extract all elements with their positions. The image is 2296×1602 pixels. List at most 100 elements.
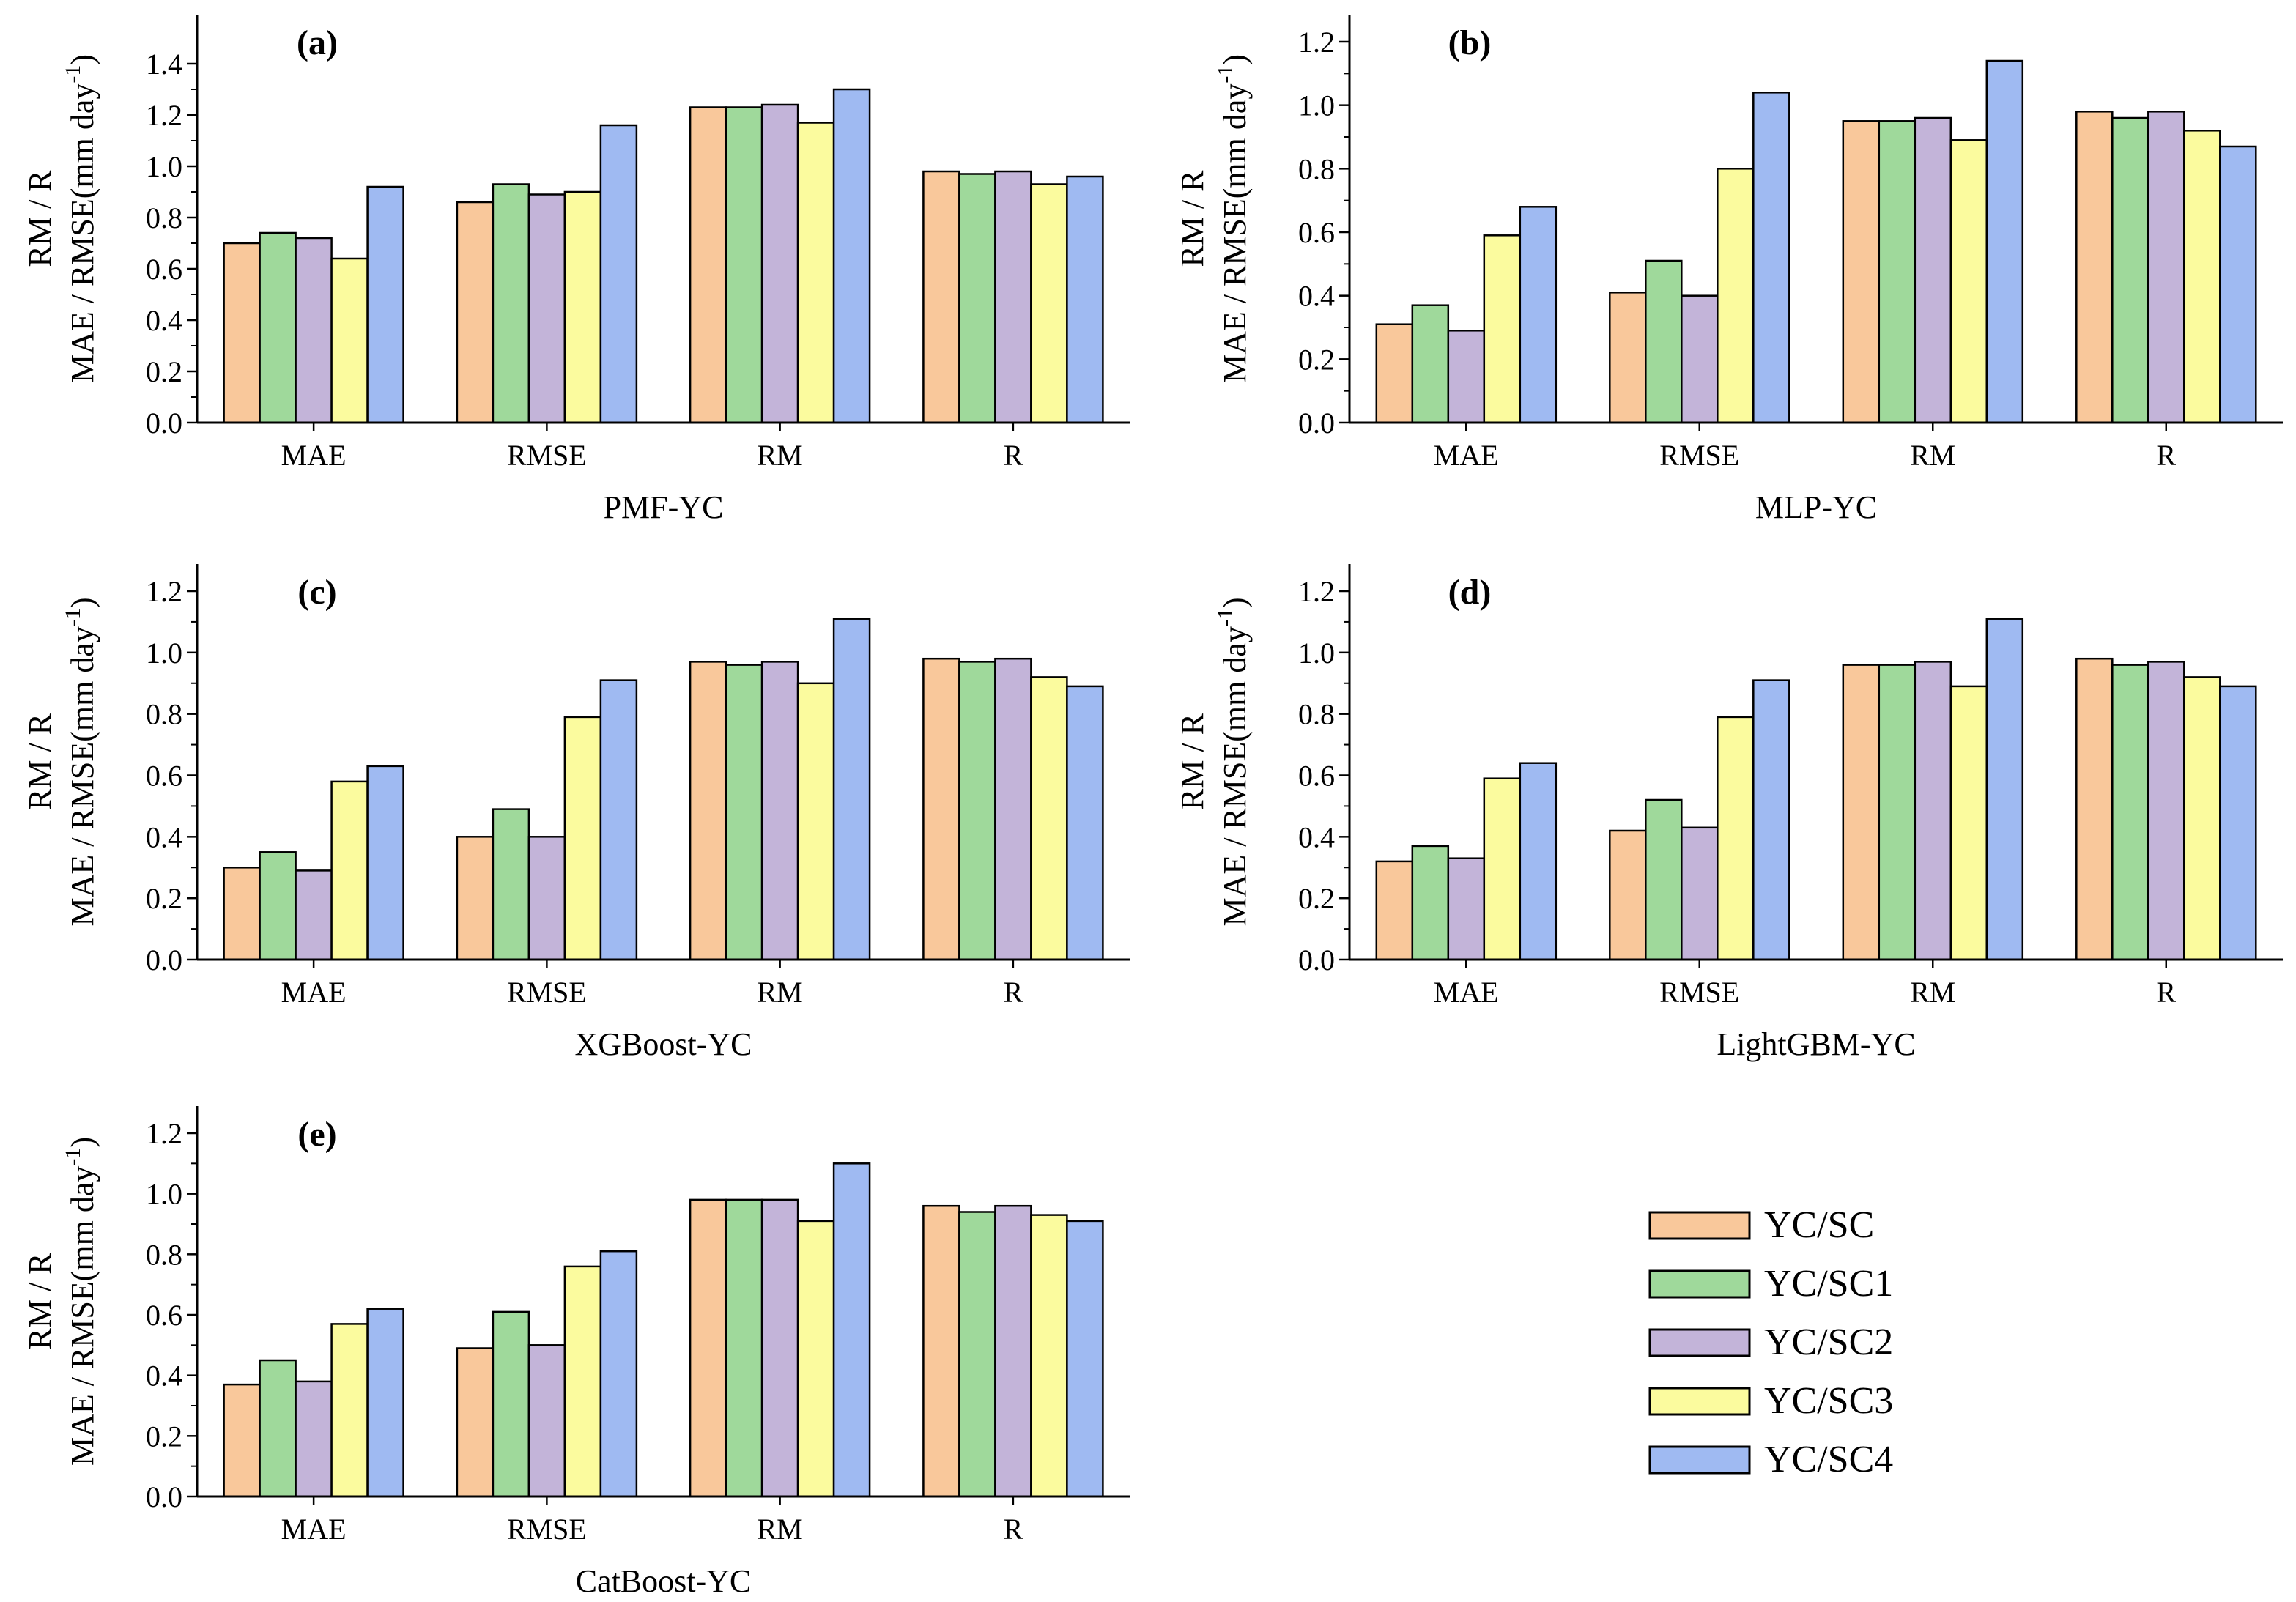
- panel-label: (d): [1448, 573, 1492, 612]
- bar: [527, 1344, 566, 1498]
- bar: [796, 122, 835, 424]
- bar: [492, 808, 530, 961]
- x-tick-label: RMSE: [507, 976, 587, 1009]
- y-tick-label: 0.0: [1298, 943, 1335, 976]
- bar: [1914, 116, 1952, 424]
- y-tick-label: 0.2: [146, 882, 182, 915]
- bar: [2183, 130, 2221, 424]
- x-tick-label: RM: [758, 1513, 803, 1546]
- bar: [223, 867, 261, 961]
- y-axis-title-main: MAE / RMSE(mm day: [1217, 626, 1253, 926]
- y-tick-label: 0.6: [1298, 760, 1335, 793]
- y-axis-title-superscript: -1: [1213, 65, 1237, 84]
- bar: [760, 1198, 799, 1498]
- bar: [223, 1383, 261, 1498]
- y-axis-title-line2: MAE / RMSE(mm day-1): [61, 597, 100, 926]
- chart-panel: MAE RMSE RM R 0.0 0.2 0.4 0.6 0.8 1.0 1.2 (c) XGBoos…: [22, 564, 1130, 1062]
- bar: [994, 1204, 1032, 1498]
- x-tick-label: MAE: [281, 976, 347, 1009]
- y-tick-label: 1.0: [1298, 89, 1335, 122]
- bar: [1519, 762, 1558, 961]
- x-tick-label: RM: [1910, 976, 1955, 1009]
- y-axis-title-main: MAE / RMSE(mm day: [64, 1166, 100, 1466]
- bar: [958, 1211, 996, 1498]
- y-tick-label: 1.0: [1298, 637, 1335, 670]
- bar: [1609, 829, 1647, 961]
- bar: [1645, 259, 1683, 424]
- y-tick-label: 1.2: [1298, 575, 1335, 608]
- bar: [1842, 120, 1881, 424]
- y-axis-title-superscript: -1: [1213, 608, 1237, 626]
- legend-swatch: [1648, 1211, 1751, 1240]
- bar: [1717, 716, 1755, 961]
- legend-swatch: [1648, 1445, 1751, 1475]
- y-axis-title-superscript: -1: [61, 65, 85, 84]
- y-tick-label: 0.4: [146, 304, 182, 337]
- bar: [725, 664, 763, 961]
- y-axis-title-superscript: -1: [61, 608, 85, 626]
- y-tick-label: 0.6: [146, 253, 182, 286]
- bar: [2111, 116, 2149, 424]
- bar: [1030, 1214, 1068, 1498]
- legend-label: YC/SC1: [1764, 1263, 1893, 1305]
- x-axis-title: MLP-YC: [1755, 489, 1877, 525]
- x-tick-label: MAE: [281, 1513, 347, 1546]
- bar: [2147, 111, 2185, 424]
- bar: [2219, 685, 2257, 961]
- y-tick-label: 0.6: [1298, 216, 1335, 249]
- bar: [259, 1359, 297, 1498]
- chart-panel: MAE RMSE RM R 0.0 0.2 0.4 0.6 0.8 1.0 1.2 (e) CatBoo…: [22, 1106, 1130, 1599]
- panel-label: (b): [1448, 23, 1492, 62]
- x-tick-label: MAE: [1434, 976, 1499, 1009]
- panel-label: (e): [297, 1115, 336, 1154]
- x-axis-title: PMF-YC: [604, 489, 724, 525]
- bar: [563, 716, 602, 961]
- y-tick-label: 0.4: [146, 1360, 182, 1393]
- y-axis-title-main: MAE / RMSE(mm day: [64, 84, 100, 383]
- y-axis-title-line1: RM / R: [22, 1253, 58, 1350]
- x-tick-label: RMSE: [1659, 976, 1739, 1009]
- bar: [1483, 234, 1522, 424]
- bar: [599, 1250, 638, 1498]
- y-axis-title-line1: RM / R: [22, 713, 58, 810]
- panel-label: (a): [297, 23, 338, 62]
- y-tick-label: 1.0: [146, 637, 182, 670]
- bar: [1914, 661, 1952, 961]
- x-tick-label: RMSE: [507, 439, 587, 472]
- y-axis-title-close: ): [1217, 54, 1253, 65]
- y-tick-label: 1.4: [146, 48, 182, 81]
- y-tick-label: 0.2: [1298, 343, 1335, 376]
- bar: [832, 618, 871, 961]
- bar: [295, 237, 333, 424]
- bar: [456, 836, 495, 961]
- chart-panel: MAE RMSE RM R 0.0 0.2 0.4 0.6 0.8 1.0 1.2 (b) MLP-YC…: [1174, 15, 2283, 525]
- y-tick-label: 0.2: [1298, 882, 1335, 915]
- bar: [330, 780, 369, 961]
- bar: [796, 682, 835, 961]
- bar: [330, 257, 369, 424]
- legend: YC/SC YC/SC1 YC/SC2 YC/SC3 YC/SC4: [1648, 1204, 1893, 1480]
- bar: [760, 661, 799, 961]
- bar: [922, 657, 960, 961]
- y-tick-label: 0.2: [146, 355, 182, 388]
- legend-label: YC/SC4: [1764, 1439, 1893, 1480]
- bar: [1985, 59, 2024, 424]
- bar: [2219, 145, 2257, 424]
- bar: [922, 1204, 960, 1498]
- bar: [1030, 676, 1068, 961]
- bar: [994, 170, 1032, 424]
- bar: [1066, 685, 1104, 961]
- y-tick-label: 1.2: [146, 99, 182, 132]
- bar: [1411, 845, 1450, 961]
- bar: [689, 661, 727, 961]
- bar: [1949, 685, 1988, 961]
- bar: [330, 1323, 369, 1498]
- bar: [958, 173, 996, 424]
- y-axis-title-close: ): [64, 1137, 100, 1148]
- y-tick-label: 1.0: [146, 1178, 182, 1211]
- bar: [1717, 168, 1755, 424]
- bar: [1985, 618, 2024, 961]
- y-tick-label: 0.6: [146, 1299, 182, 1332]
- bar: [2075, 657, 2114, 961]
- bar: [1066, 1220, 1104, 1498]
